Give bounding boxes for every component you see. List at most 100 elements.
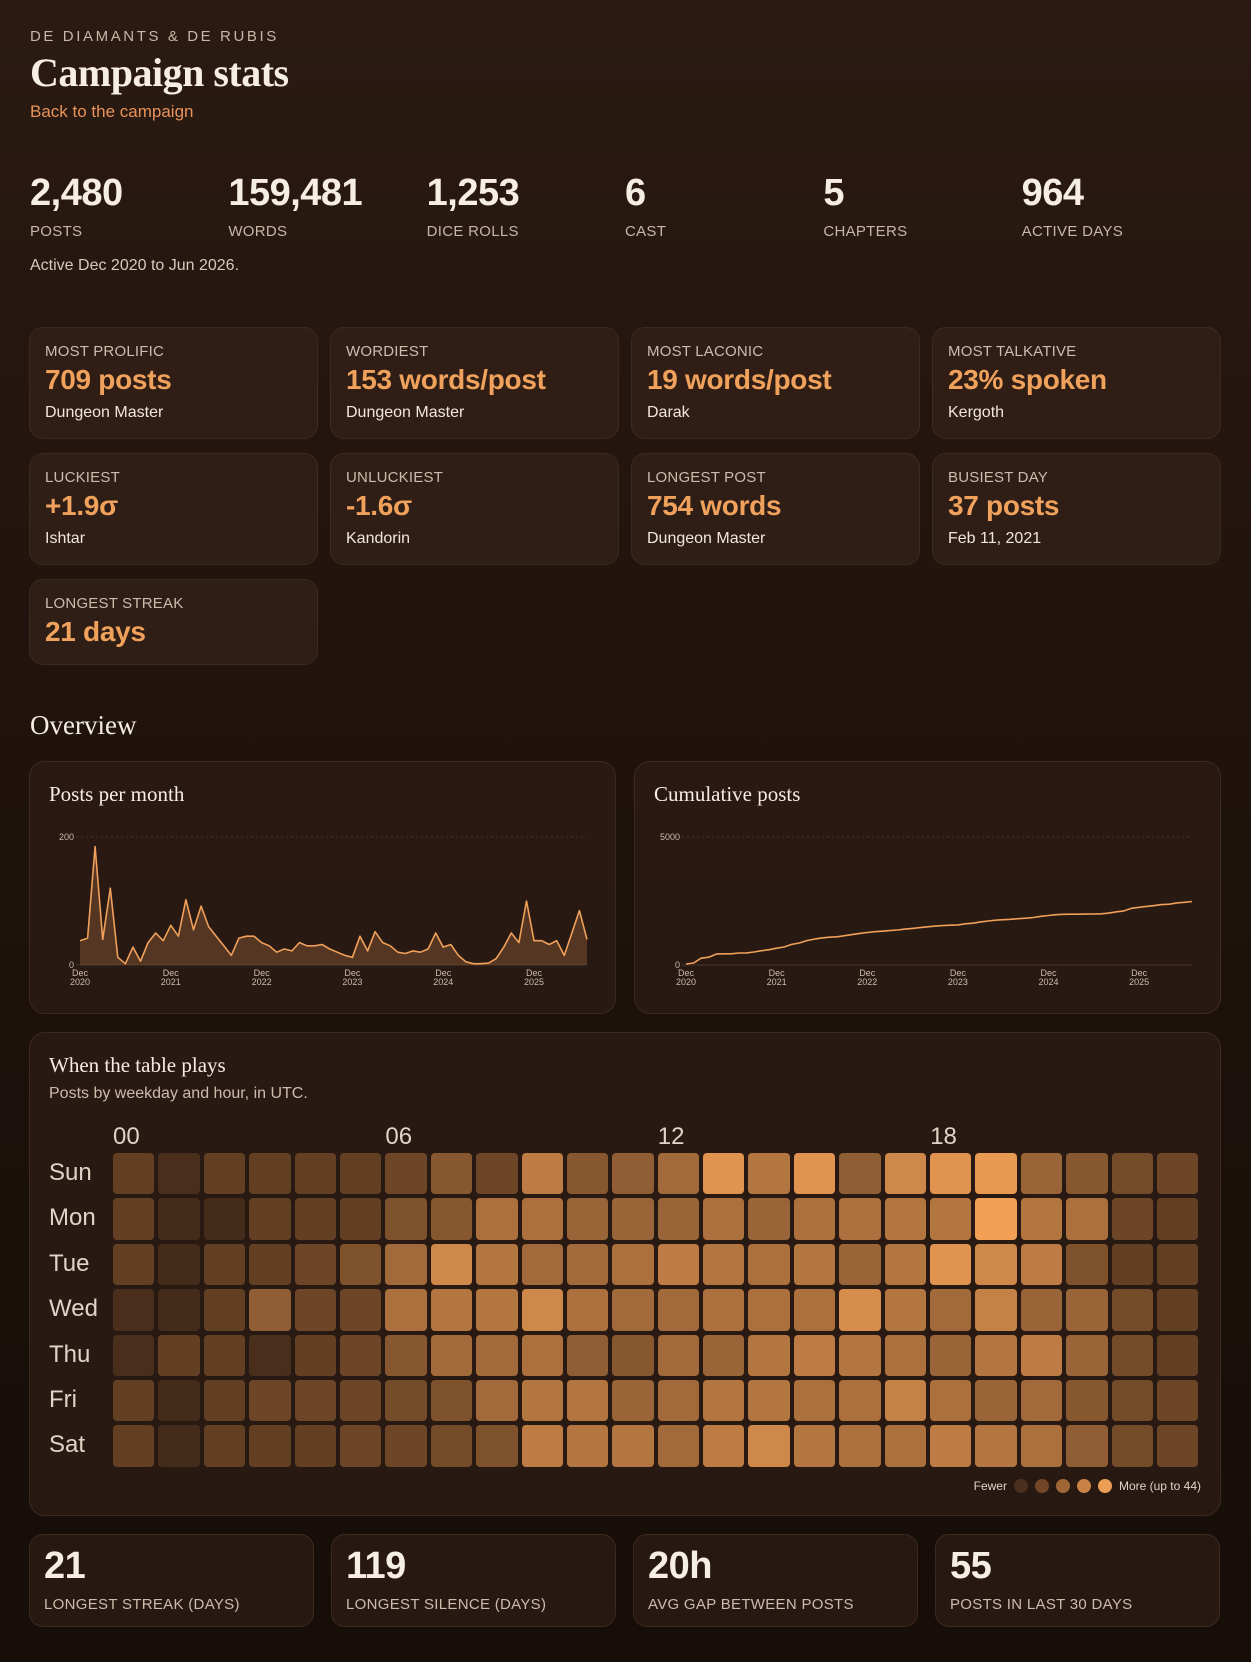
heatmap-cell — [113, 1379, 155, 1422]
stat-value: 55 — [950, 1545, 992, 1587]
heatmap-cell — [1156, 1198, 1199, 1240]
x-tick-label: 2022 — [252, 977, 272, 987]
heatmap-cell — [385, 1153, 427, 1195]
heatmap-cell — [158, 1243, 200, 1286]
heatmap-cell — [339, 1334, 382, 1376]
card-holder: Dungeon Master — [647, 530, 766, 547]
heatmap-cell — [975, 1243, 1017, 1286]
heatmap-cell — [884, 1379, 927, 1422]
x-tick-label: Dec — [1040, 968, 1057, 978]
back-to-campaign-link[interactable]: Back to the campaign — [30, 102, 194, 121]
card-busiest-day: BUSIEST DAY 37 posts Feb 11, 2021 — [932, 453, 1221, 565]
stat-posts-last-30: 55 POSTS IN LAST 30 DAYS — [935, 1534, 1220, 1627]
total-label: CHAPTERS — [823, 223, 908, 240]
weekday-label: Sat — [49, 1431, 86, 1459]
heatmap-cell — [657, 1198, 700, 1240]
heatmap-cell — [1066, 1153, 1108, 1195]
total-value: 159,481 — [228, 172, 363, 214]
heatmap-cell — [703, 1289, 745, 1331]
heatmap-cell — [158, 1289, 200, 1331]
x-tick-label: Dec — [435, 968, 452, 978]
stat-value: 119 — [346, 1545, 406, 1587]
x-tick-label: 2025 — [1129, 977, 1149, 987]
hour-label: 12 — [657, 1123, 685, 1150]
heatmap-cell — [476, 1198, 518, 1240]
heatmap-cell — [339, 1379, 382, 1422]
card-value: 754 words — [647, 490, 782, 521]
heatmap-cell — [884, 1243, 927, 1286]
heatmap-cell — [158, 1153, 200, 1195]
hour-label: 00 — [113, 1123, 140, 1150]
x-tick-label: 2024 — [1038, 977, 1058, 987]
heatmap-cell — [1020, 1289, 1063, 1331]
stat-label: LONGEST SILENCE (DAYS) — [346, 1596, 547, 1613]
heatmap-cell — [385, 1334, 427, 1376]
x-tick-label: 2020 — [676, 977, 696, 987]
total-label: POSTS — [30, 223, 83, 240]
series-area — [80, 846, 587, 965]
card-label: UNLUCKIEST — [346, 469, 444, 486]
heatmap-cell — [294, 1289, 336, 1331]
heatmap-cell — [748, 1425, 790, 1467]
card-label: LUCKIEST — [45, 469, 120, 486]
weekday-label: Fri — [49, 1385, 77, 1413]
stat-longest-silence: 119 LONGEST SILENCE (DAYS) — [331, 1534, 616, 1627]
card-label: MOST LACONIC — [647, 343, 764, 360]
heatmap-cell — [975, 1379, 1017, 1422]
x-tick-label: Dec — [344, 968, 361, 978]
card-label: LONGEST POST — [647, 469, 766, 486]
stat-value: 21 — [44, 1545, 86, 1587]
heatmap-cell — [113, 1243, 155, 1286]
heatmap-cell — [1020, 1153, 1063, 1195]
heatmap-cell — [430, 1289, 473, 1331]
totals-row: 2,480 POSTS 159,481 WORDS 1,253 DICE ROLLS … — [30, 172, 1220, 240]
card-longest-streak: LONGEST STREAK 21 days — [29, 579, 318, 665]
chart-title: Posts per month — [49, 782, 185, 806]
heatmap-cell — [793, 1243, 836, 1286]
heatmap-cell — [385, 1425, 427, 1467]
heatmap-cell — [1111, 1334, 1153, 1376]
heatmap-cell — [430, 1379, 473, 1422]
heatmap-cell — [930, 1425, 972, 1467]
overview-heading: Overview — [30, 710, 137, 740]
heatmap-cell — [884, 1425, 927, 1467]
heatmap-cell — [113, 1153, 155, 1195]
heatmap-cell — [839, 1198, 881, 1240]
heatmap-legend: Fewer More (up to 44) — [974, 1479, 1201, 1493]
card-value: 23% spoken — [948, 364, 1107, 395]
heatmap-cell — [476, 1289, 518, 1331]
card-label: MOST PROLIFIC — [45, 343, 165, 360]
heatmap-cell — [748, 1243, 790, 1286]
heatmap-cell — [884, 1334, 927, 1376]
heatmap-cell — [703, 1379, 745, 1422]
heatmap-cell — [521, 1334, 563, 1376]
weekday-label: Mon — [49, 1204, 96, 1232]
total-label: WORDS — [228, 223, 288, 240]
y-tick-label: 0 — [69, 960, 74, 970]
heatmap-cell — [1156, 1243, 1199, 1286]
heatmap-cell — [839, 1379, 881, 1422]
total-label: ACTIVE DAYS — [1021, 223, 1124, 240]
heatmap-cell — [521, 1198, 563, 1240]
total-label: DICE ROLLS — [426, 223, 519, 240]
heatmap-cell — [1066, 1289, 1108, 1331]
legend-swatch — [1076, 1479, 1091, 1493]
bottom-stats: 21 LONGEST STREAK (DAYS) 119 LONGEST SILEN… — [29, 1534, 1221, 1627]
heatmap-cell — [612, 1289, 654, 1331]
heatmap-cell — [657, 1153, 700, 1195]
x-tick-label: Dec — [950, 968, 967, 978]
heatmap-cell — [930, 1198, 972, 1240]
total-value: 964 — [1021, 172, 1084, 214]
heatmap-cell — [1156, 1425, 1199, 1467]
heatmap-cell — [839, 1334, 881, 1376]
heatmap-cell — [1156, 1379, 1199, 1422]
card-label: MOST TALKATIVE — [948, 343, 1077, 360]
heatmap-cell — [113, 1334, 155, 1376]
heatmap-cell — [203, 1425, 246, 1467]
heatmap-cell — [203, 1334, 246, 1376]
heatmap-cell — [748, 1289, 790, 1331]
total-value: 5 — [823, 172, 844, 214]
heatmap-cell — [612, 1334, 654, 1376]
card-holder: Dungeon Master — [346, 404, 465, 421]
campaign-name: DE DIAMANTS & DE RUBIS — [30, 28, 279, 45]
